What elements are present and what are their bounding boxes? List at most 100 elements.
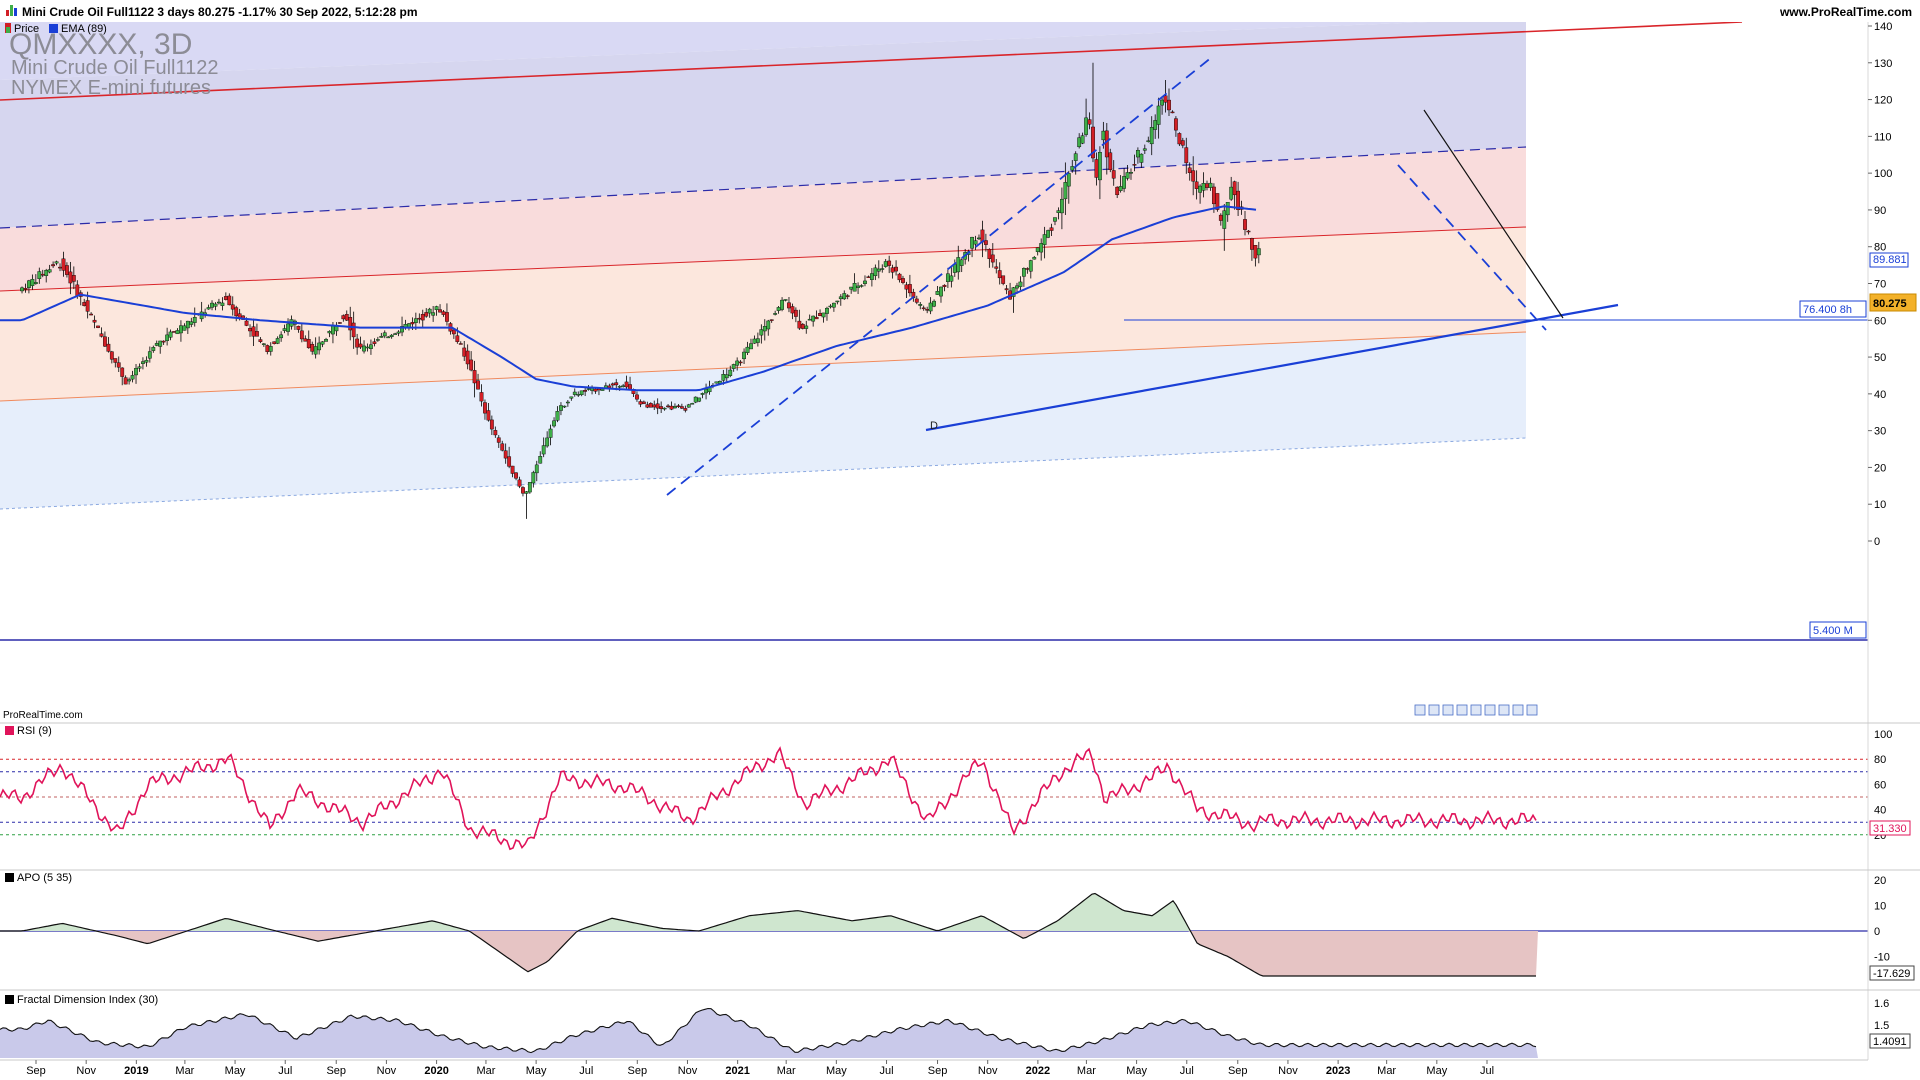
candle-body (880, 268, 885, 270)
candle-body (842, 293, 847, 300)
candle-body (1180, 140, 1185, 146)
apo-panel: APO (5 35) (0, 872, 1868, 977)
candle-body (341, 315, 346, 320)
candle-body (1122, 176, 1126, 189)
date-tick-label: Nov (978, 1065, 998, 1077)
candle-body (1194, 181, 1199, 189)
candle-body (1222, 210, 1227, 229)
date-tick-label: Nov (76, 1065, 96, 1077)
candle-body (925, 309, 930, 311)
price-tick-label: 120 (1874, 95, 1892, 107)
date-tick-label: Nov (1278, 1065, 1298, 1077)
candle-body (811, 315, 816, 322)
candle-body (362, 345, 366, 352)
candle-body (914, 298, 919, 303)
rsi-value-label: 31.330 (1873, 823, 1907, 835)
candle-body (987, 248, 992, 259)
date-tick-label: Mar (175, 1065, 194, 1077)
candle-body (869, 273, 874, 280)
candle-body (1015, 285, 1019, 289)
date-tick-label: Mar (1377, 1065, 1396, 1077)
channel-upper-line (0, 146, 1527, 229)
candle-body (945, 273, 950, 282)
candle-body (1136, 150, 1140, 158)
apo-tick-label: -10 (1874, 952, 1890, 964)
candle-body (949, 275, 954, 282)
candle-body (728, 369, 733, 376)
candle-body (393, 333, 398, 335)
candle-body (552, 420, 556, 427)
candle-body (230, 304, 235, 310)
rsi-tick-label: 100 (1874, 729, 1892, 741)
candle-body (44, 270, 49, 276)
candle-body (994, 266, 999, 269)
channel-mid-line (0, 226, 1527, 292)
candle-body (641, 401, 646, 404)
candle-body (1001, 275, 1006, 284)
candle-body (386, 336, 391, 339)
candle-body (1098, 152, 1102, 181)
candle-body (935, 291, 940, 295)
candle-body (818, 313, 822, 317)
candle-body (624, 381, 629, 388)
candle-body (849, 286, 854, 290)
date-tick-label: Sep (1228, 1065, 1248, 1077)
candle-body (807, 318, 812, 321)
candle-body (662, 407, 667, 410)
candle-body (1080, 135, 1085, 144)
candle-body (780, 299, 784, 310)
fdi-value-box (1869, 1033, 1911, 1049)
candle-body (210, 302, 214, 308)
watermark-ticker: QMXXXX, 3D (9, 28, 192, 61)
candle-body (648, 403, 653, 408)
event-icon (1484, 704, 1496, 716)
candle-body (1039, 243, 1044, 253)
candle-body (503, 450, 508, 459)
candle-body (85, 300, 90, 312)
candle-body (375, 339, 380, 341)
price-tick-label: 130 (1874, 58, 1892, 70)
candle-body (621, 385, 626, 387)
date-tick-label: Jul (1180, 1065, 1194, 1077)
candle-body (179, 325, 183, 334)
candle-body (120, 367, 125, 377)
candle-body (182, 325, 187, 331)
price-tick-label: 60 (1874, 315, 1886, 327)
fdi-tick-label: 1.6 (1874, 998, 1889, 1010)
candle-body (248, 328, 252, 332)
candle-body (997, 270, 1002, 279)
candle-body (1184, 147, 1189, 164)
candle-body (825, 307, 829, 314)
candle-body (92, 319, 97, 323)
candle-body (1212, 186, 1216, 205)
candle-body (351, 322, 356, 338)
candle-body (866, 276, 871, 278)
candle-body (382, 332, 387, 337)
candle-body (1205, 183, 1209, 188)
candle-body (410, 322, 415, 325)
candle-body (161, 340, 166, 343)
candle-body (510, 465, 515, 474)
candle-body (1163, 95, 1168, 103)
candle-body (804, 325, 809, 329)
candle-body (821, 312, 826, 318)
candle-body (20, 287, 24, 292)
candle-body (714, 381, 719, 384)
candle-body (928, 302, 933, 312)
candle-body (472, 370, 477, 384)
candle-body (1101, 130, 1106, 141)
candle-body (514, 472, 518, 479)
candle-body (438, 309, 442, 313)
candle-body (130, 375, 135, 380)
candle-body (1056, 210, 1061, 213)
candle-body (735, 360, 740, 366)
candle-body (1084, 117, 1088, 135)
event-icon (1526, 704, 1538, 716)
last-price-label-box (1869, 293, 1917, 312)
candle-body (445, 312, 449, 322)
top-bar: Mini Crude Oil Full1122 3 days 80.275 -1… (0, 0, 1920, 22)
event-icon (1428, 704, 1440, 716)
site-link[interactable]: www.ProRealTime.com (1779, 5, 1912, 19)
chart-bars-icon (6, 5, 18, 16)
